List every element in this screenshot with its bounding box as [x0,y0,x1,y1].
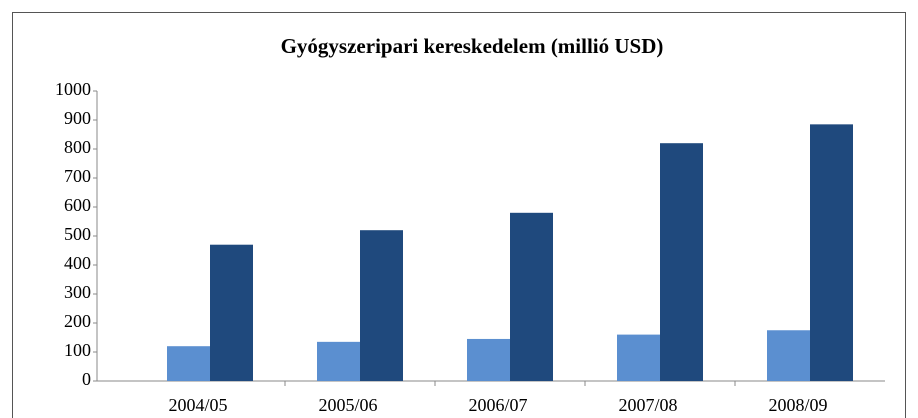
bar [360,230,403,381]
bar [210,244,253,381]
bar [660,143,703,381]
chart-title: Gyógyszeripari kereskedelem (millió USD) [281,34,664,58]
y-tick-label: 600 [64,195,91,215]
y-tick-label: 200 [64,311,91,331]
x-tick-label: 2006/07 [468,395,527,415]
bar [467,338,510,381]
bar [617,334,660,381]
x-tick-label: 2007/08 [618,395,677,415]
x-tick-label: 2005/06 [318,395,377,415]
bar [810,124,853,381]
bar [767,330,810,381]
y-tick-label: 700 [64,166,91,186]
bar [317,341,360,381]
y-tick-label: 800 [64,137,91,157]
y-tick-label: 0 [82,369,91,389]
y-tick-label: 300 [64,282,91,302]
x-tick-label: 2004/05 [168,395,227,415]
y-tick-label: 500 [64,224,91,244]
chart-frame [12,12,906,418]
bar [167,346,210,381]
x-tick-label: 2008/09 [768,395,827,415]
y-tick-label: 900 [64,108,91,128]
bar [510,212,553,381]
y-tick-label: 100 [64,340,91,360]
y-tick-label: 1000 [55,79,91,99]
y-tick-label: 400 [64,253,91,273]
